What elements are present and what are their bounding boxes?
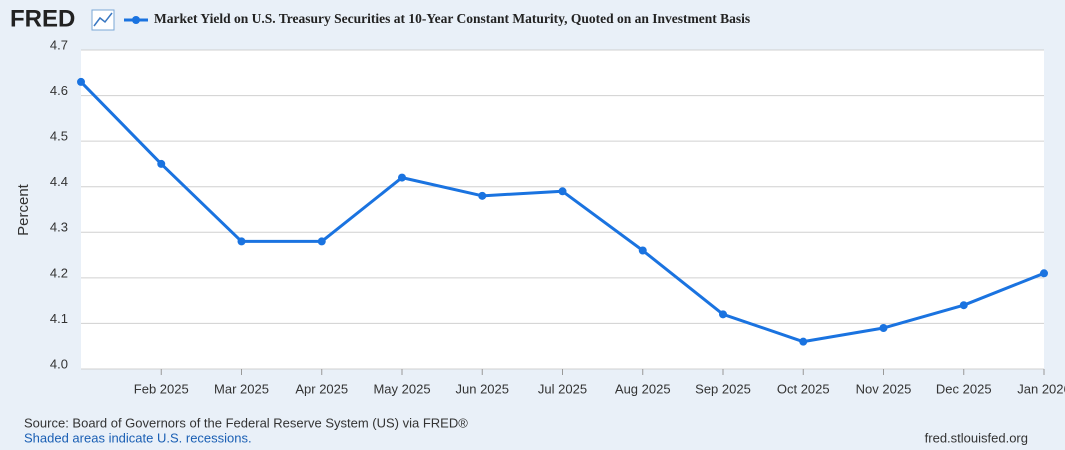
logo-icon [91,9,115,31]
y-axis-label: Percent [15,183,32,236]
data-point [398,173,406,182]
y-tick-label: 4.0 [50,356,68,371]
data-point [719,310,727,319]
x-tick-label: Jun 2025 [456,381,510,396]
data-point [558,187,567,196]
x-tick-label: Mar 2025 [214,381,269,396]
data-point [317,237,326,246]
x-tick-label: May 2025 [373,381,430,396]
data-point [959,301,968,310]
x-tick-label: Oct 2025 [777,381,830,396]
y-tick-label: 4.1 [50,311,68,326]
y-tick-label: 4.2 [50,265,68,280]
logo: FRED [10,5,75,32]
x-tick-label: Sep 2025 [695,381,751,396]
data-point [879,323,888,332]
y-tick-label: 4.7 [50,37,68,52]
source: Source: Board of Governors of the Federa… [24,415,468,430]
data-point [157,159,166,168]
plot-area [81,50,1044,369]
data-point [1040,269,1048,278]
y-tick-label: 4.3 [50,220,68,235]
x-tick-label: Jul 2025 [538,381,587,396]
x-tick-label: Feb 2025 [134,381,189,396]
x-tick-label: Dec 2025 [936,381,992,396]
note: Shaded areas indicate U.S. recessions. [24,430,252,445]
x-tick-label: Aug 2025 [615,381,671,396]
data-point [478,191,487,200]
y-tick-label: 4.4 [50,174,68,189]
data-point [77,77,85,86]
data-point [799,337,808,346]
y-tick-label: 4.6 [50,83,68,98]
x-tick-label: Nov 2025 [856,381,912,396]
y-tick-label: 4.5 [50,129,68,144]
x-tick-label: Apr 2025 [295,381,348,396]
x-tick-label: Jan 2026 [1017,381,1065,396]
data-point [237,237,246,246]
data-point [638,246,647,255]
credit: fred.stlouisfed.org [925,430,1028,445]
legend-label: Market Yield on U.S. Treasury Securities… [154,11,750,26]
legend-marker [132,16,140,24]
